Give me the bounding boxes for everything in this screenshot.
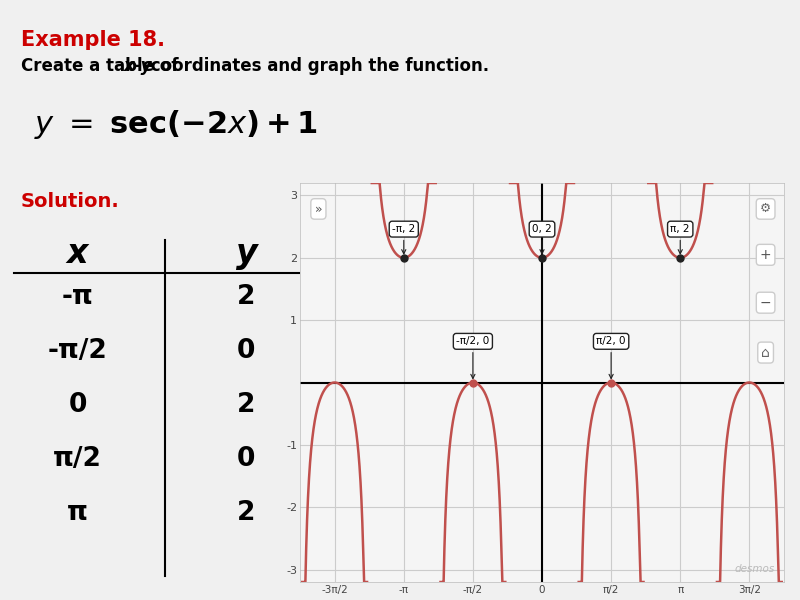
- Text: Create a table of: Create a table of: [21, 57, 184, 75]
- Text: -π/2, 0: -π/2, 0: [456, 337, 490, 379]
- Text: π: π: [67, 500, 88, 526]
- Text: -π: -π: [62, 284, 94, 310]
- Text: π/2: π/2: [53, 446, 102, 472]
- Text: 2: 2: [238, 284, 255, 310]
- Text: +: +: [760, 248, 771, 262]
- Text: 0: 0: [68, 392, 86, 418]
- Text: 0: 0: [238, 338, 255, 364]
- Text: -π, 2: -π, 2: [392, 224, 415, 254]
- Text: π/2, 0: π/2, 0: [596, 337, 626, 379]
- Text: »: »: [314, 202, 322, 215]
- Text: ⚙: ⚙: [760, 202, 771, 215]
- Text: 0, 2: 0, 2: [532, 224, 552, 254]
- Text: −: −: [760, 296, 771, 310]
- Text: x: x: [66, 237, 88, 270]
- Text: 2: 2: [238, 500, 255, 526]
- Text: π, 2: π, 2: [670, 224, 690, 254]
- Text: Solution.: Solution.: [21, 192, 120, 211]
- Text: 2: 2: [238, 392, 255, 418]
- Text: ⌂: ⌂: [762, 346, 770, 359]
- Text: y: y: [235, 237, 258, 270]
- Text: -π/2: -π/2: [47, 338, 107, 364]
- Text: coordinates and graph the function.: coordinates and graph the function.: [145, 57, 489, 75]
- Text: 0: 0: [238, 446, 255, 472]
- Text: Example 18.: Example 18.: [21, 30, 165, 50]
- Text: $\mathit{y}$ $=$ $\mathbf{sec(-2\mathit{x})+1}$: $\mathit{y}$ $=$ $\mathbf{sec(-2\mathit{…: [34, 108, 318, 141]
- Text: x-y: x-y: [123, 57, 152, 75]
- Text: desmos: desmos: [734, 564, 774, 574]
